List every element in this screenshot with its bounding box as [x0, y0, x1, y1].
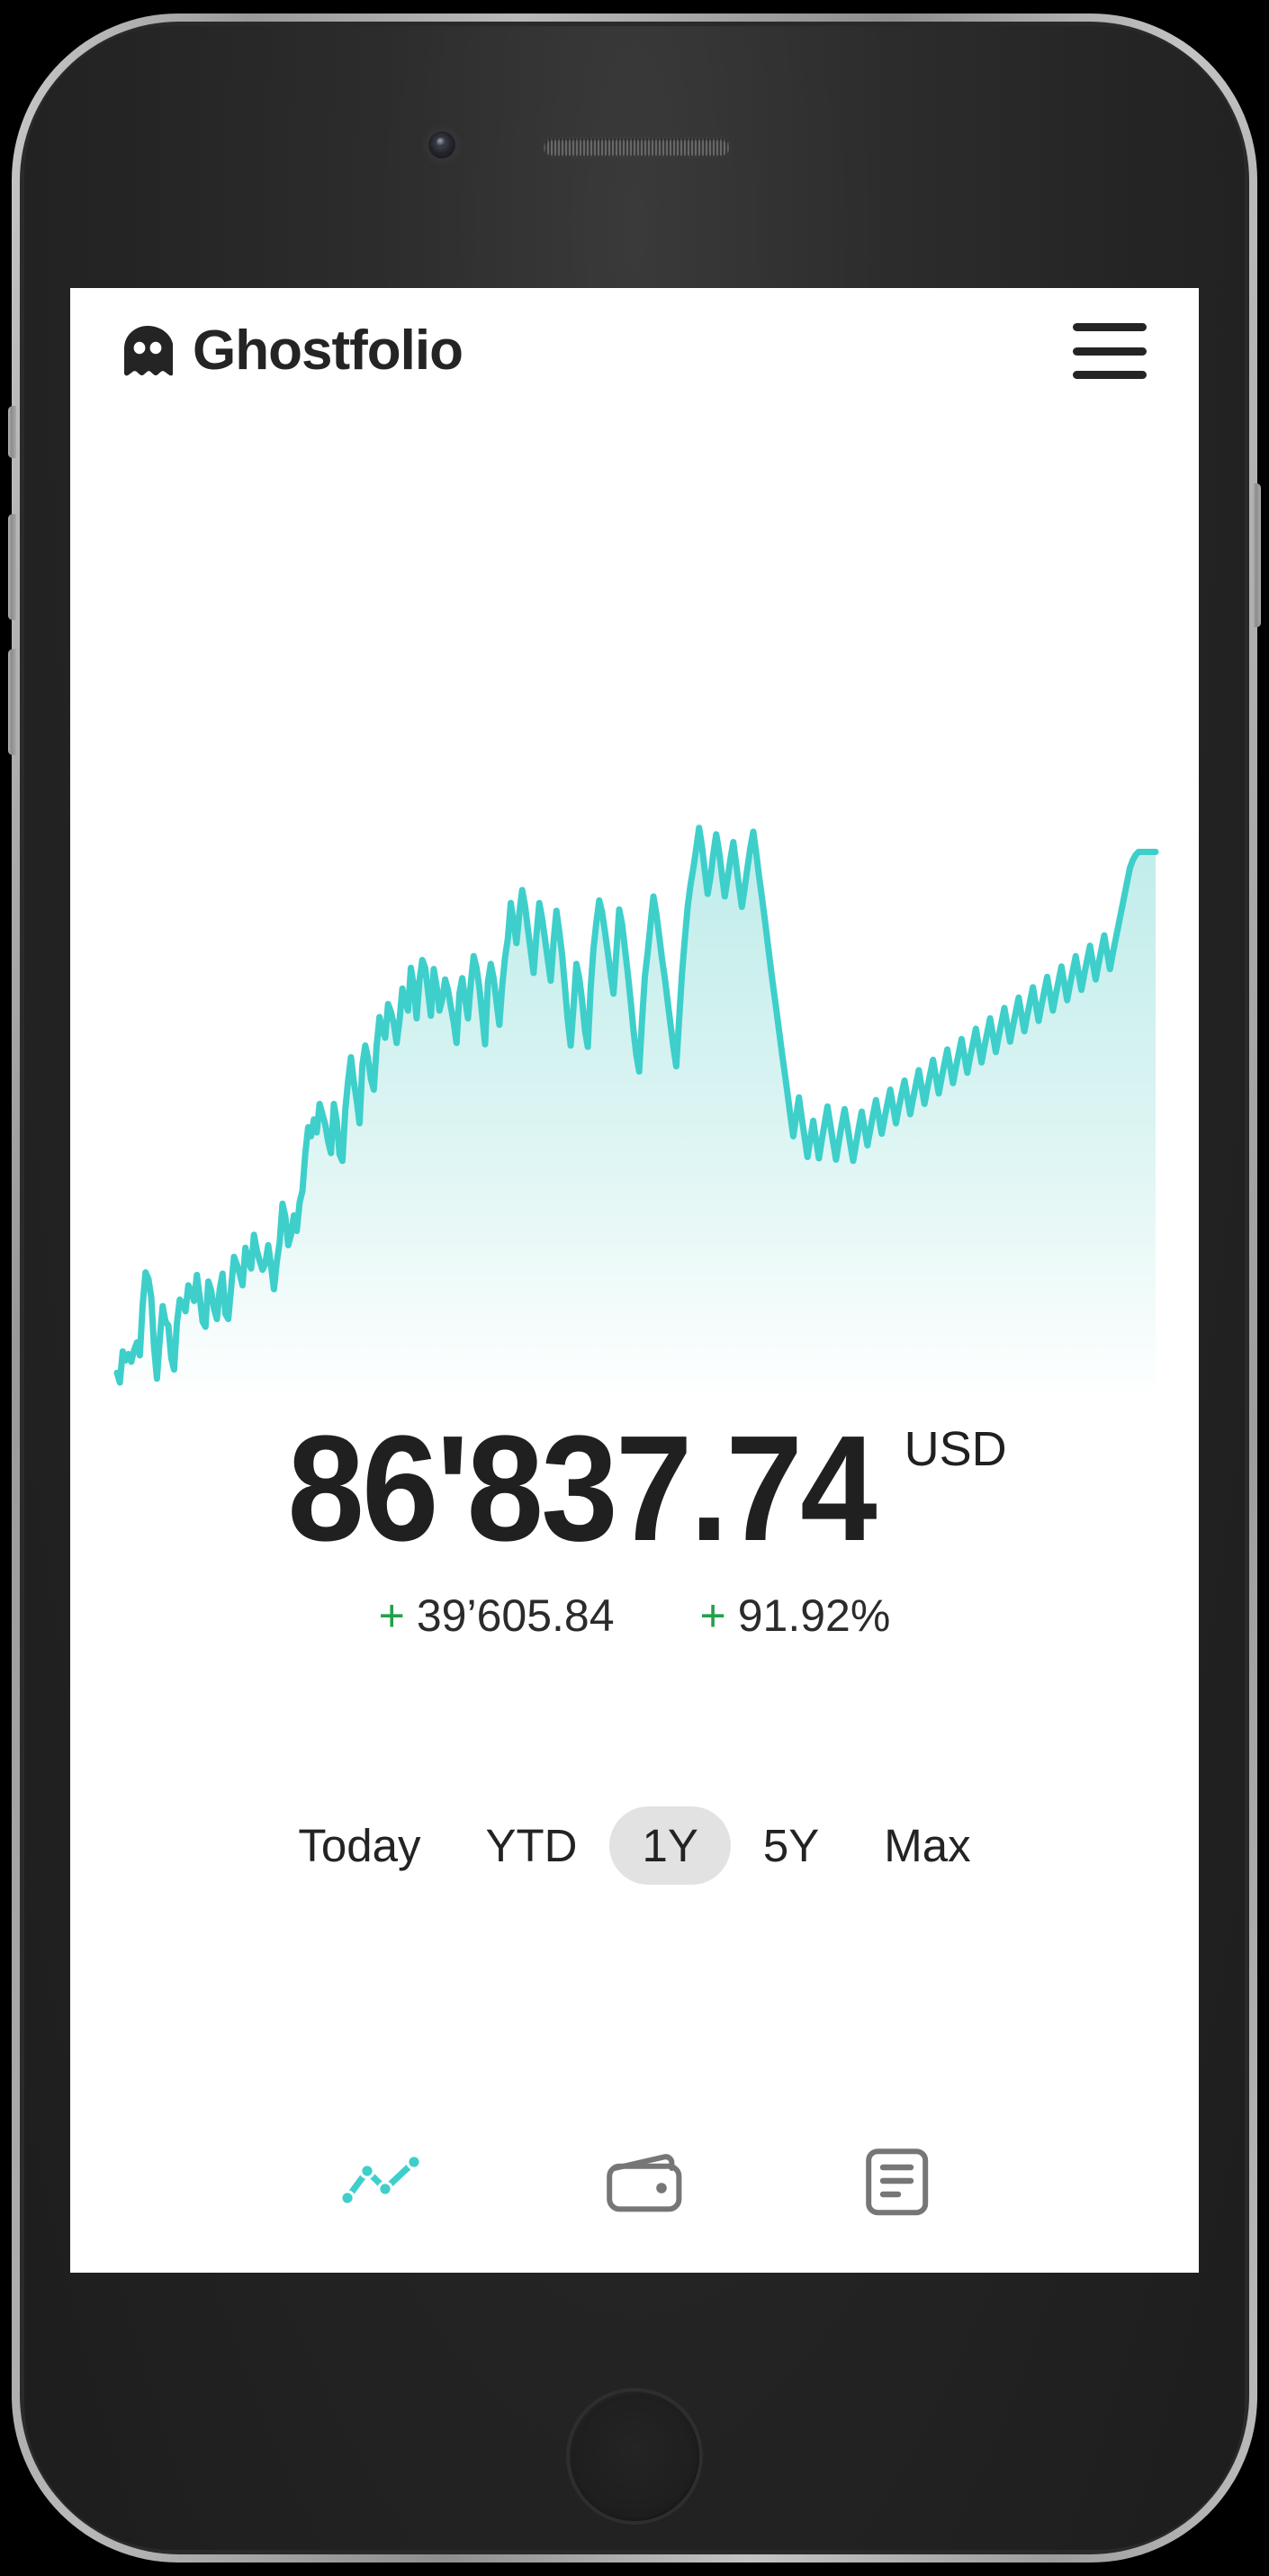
menu-line-3 [1073, 371, 1147, 379]
phone-frame: Ghostfolio [8, 14, 1261, 2562]
app-header: Ghostfolio [70, 288, 1199, 414]
absolute-change-sign: + [378, 1590, 405, 1641]
portfolio-value: 86'837.74 USD [262, 1405, 1007, 1572]
brand-name: Ghostfolio [193, 320, 464, 382]
hamburger-menu-icon[interactable] [1073, 323, 1147, 379]
portfolio-value-currency: USD [904, 1422, 1007, 1476]
nav-item-portfolio[interactable] [605, 2149, 684, 2214]
power-button[interactable] [1253, 483, 1261, 627]
bottom-navigation [70, 2147, 1199, 2217]
nav-item-activities[interactable] [864, 2147, 931, 2217]
volume-down-button[interactable] [8, 649, 16, 755]
menu-line-1 [1073, 323, 1147, 331]
portfolio-performance-chart[interactable] [112, 806, 1161, 1400]
range-tab-1y[interactable]: 1Y [609, 1806, 731, 1885]
chart-area-fill [117, 827, 1156, 1400]
silent-switch-button[interactable] [8, 406, 16, 458]
chart-line [113, 824, 1159, 1386]
volume-up-button[interactable] [8, 514, 16, 620]
document-icon [866, 2148, 929, 2216]
line-chart-icon [339, 2154, 422, 2206]
wallet-icon [607, 2154, 682, 2212]
range-tab-today[interactable]: Today [298, 1820, 421, 1871]
range-tab-ytd[interactable]: YTD [485, 1820, 578, 1871]
camera-icon [428, 131, 455, 158]
portfolio-change-row: + 39’605.84 + 91.92% [70, 1590, 1199, 1642]
percent-change-sign: + [699, 1590, 726, 1641]
portfolio-summary: 86'837.74 USD + 39’605.84 + 91.92% [70, 1405, 1199, 1642]
home-button-icon[interactable] [566, 2388, 703, 2525]
nav-item-overview[interactable] [338, 2151, 425, 2212]
menu-line-2 [1073, 347, 1147, 356]
speaker-grille-icon [544, 139, 730, 156]
brand-logo[interactable]: Ghostfolio [122, 320, 464, 382]
percent-change-value: 91.92% [737, 1590, 891, 1641]
ghost-icon [124, 326, 173, 376]
date-range-tabs: Today YTD 1Y 5Y Max [70, 1806, 1199, 1885]
absolute-change-value: 39’605.84 [416, 1590, 615, 1641]
chart-svg [113, 824, 1159, 1400]
range-tab-max[interactable]: Max [884, 1820, 971, 1871]
range-tab-5y[interactable]: 5Y [762, 1820, 820, 1871]
percent-change: + 91.92% [700, 1590, 891, 1642]
phone-screen: Ghostfolio [70, 288, 1199, 2273]
portfolio-value-amount: 86'837.74 [287, 1405, 878, 1572]
absolute-change: + 39’605.84 [379, 1590, 615, 1642]
